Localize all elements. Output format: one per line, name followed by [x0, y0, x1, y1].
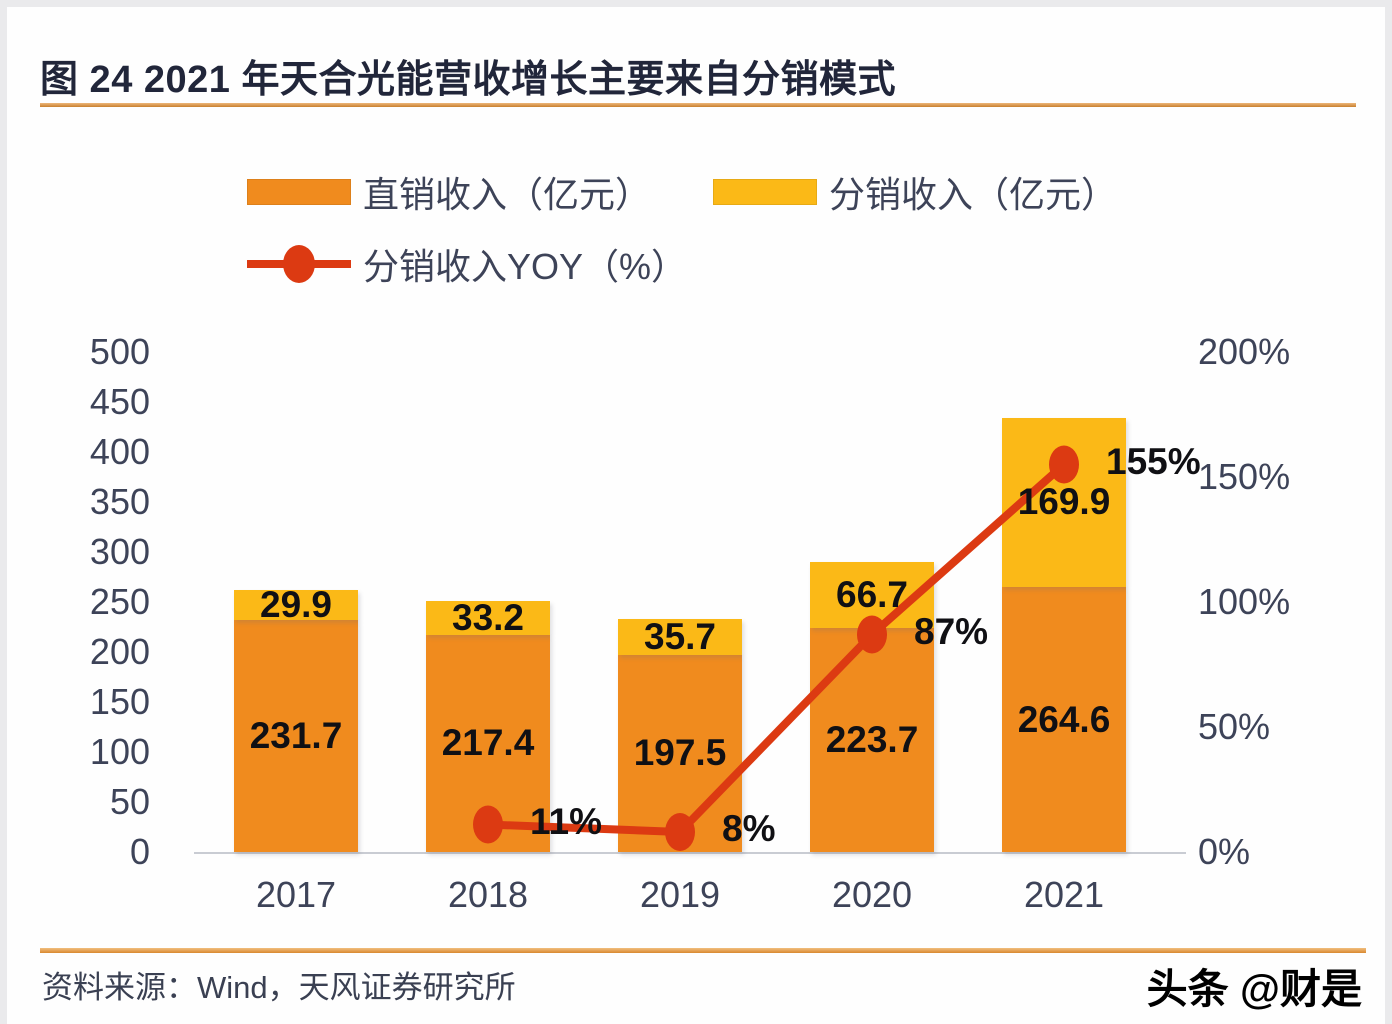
title-underline: [40, 103, 1356, 107]
legend-label-distribution: 分销收入（亿元）: [829, 174, 1118, 215]
year-label: 2018: [447, 874, 529, 915]
source-note: 资料来源：Wind，天风证券研究所: [42, 970, 516, 1005]
distribution-revenue-value-label: 169.9: [1017, 481, 1111, 523]
legend-row-1: 直销收入（亿元） 分销收入（亿元）: [247, 170, 1117, 215]
distribution-revenue-swatch-icon: [713, 179, 818, 205]
yoy-line-chart: [473, 445, 1079, 851]
direct-revenue-bar: [1002, 587, 1126, 852]
yoy-percent-label: 87%: [914, 610, 989, 652]
left-axis-tick: 200: [89, 631, 150, 672]
distribution-revenue-bar: [618, 618, 742, 655]
yoy-percent-label: 8%: [722, 808, 776, 849]
left-axis-tick: 350: [89, 481, 150, 522]
legend-label-yoy: 分销收入YOY（%）: [363, 246, 688, 287]
direct-revenue-value-label: 264.6: [1017, 698, 1111, 740]
watermark-text: 头条 @财是: [1146, 966, 1362, 1012]
yoy-line-swatch-icon: [247, 245, 351, 283]
direct-revenue-swatch-icon: [247, 179, 351, 205]
distribution-revenue-value-label: 29.9: [259, 584, 333, 626]
distribution-revenue-value-label: 66.7: [835, 573, 909, 615]
left-axis-tick: 300: [89, 531, 150, 572]
yoy-data-point: [665, 813, 695, 851]
yoy-data-point: [473, 805, 503, 844]
chart-title: 图 24 2021 年天合光能营收增长主要来自分销模式: [40, 59, 896, 101]
right-axis-tick: 150%: [1198, 456, 1291, 497]
legend-item-direct: 直销收入（亿元）: [247, 166, 651, 218]
page-frame-top: [0, 0, 1392, 7]
year-label: 2019: [639, 874, 721, 915]
page-frame-right: [1385, 0, 1392, 1024]
legend-row-2: 分销收入YOY（%）: [247, 242, 1117, 287]
right-axis-tick: 0%: [1198, 831, 1251, 872]
plot-area: 231.7 29.9 217.4 33.2 197.5 35.7 223.7 66.7 264.…: [194, 340, 1201, 854]
direct-revenue-value-label: 231.7: [249, 715, 343, 757]
chart-legend: 直销收入（亿元） 分销收入（亿元） 分销收入YOY（%）: [247, 170, 1117, 287]
left-axis-tick: 450: [89, 381, 150, 422]
page-frame-left: [0, 0, 7, 1024]
right-axis-tick: 50%: [1198, 706, 1271, 747]
left-axis-tick: 150: [89, 681, 150, 722]
left-axis-tick: 100: [89, 731, 150, 772]
yoy-percent-label: 155%: [1106, 440, 1201, 482]
year-label: 2020: [831, 874, 913, 915]
year-label: 2017: [255, 874, 337, 915]
legend-item-yoy: 分销收入YOY（%）: [247, 238, 687, 290]
right-axis-tick: 100%: [1198, 581, 1291, 622]
distribution-revenue-value-label: 35.7: [643, 615, 717, 657]
yoy-data-point: [857, 615, 887, 654]
direct-revenue-value-label: 217.4: [441, 722, 535, 764]
distribution-revenue-bar: [426, 601, 550, 635]
yoy-percent-label: 11%: [530, 800, 603, 842]
left-axis-tick: 400: [89, 431, 150, 472]
yoy-data-point: [1049, 445, 1079, 484]
footer-separator: [40, 948, 1366, 953]
direct-revenue-bar: [810, 628, 934, 852]
x-axis-line: [194, 852, 1186, 854]
legend-label-direct: 直销收入（亿元）: [363, 174, 652, 215]
direct-revenue-value-label: 223.7: [825, 719, 919, 761]
left-axis-tick: 250: [89, 581, 150, 622]
distribution-revenue-value-label: 33.2: [451, 597, 525, 638]
yoy-line: [484, 460, 1068, 836]
year-label: 2021: [1023, 874, 1105, 915]
right-axis-tick: 200%: [1198, 331, 1291, 372]
direct-revenue-bar: [234, 620, 358, 852]
left-axis-tick: 0: [129, 831, 150, 872]
legend-item-distribution: 分销收入（亿元）: [713, 166, 1117, 218]
distribution-revenue-bar: [234, 590, 358, 621]
direct-revenue-value-label: 197.5: [633, 732, 727, 774]
yoy-marker-icon: [283, 245, 315, 283]
left-axis-tick: 500: [89, 331, 150, 372]
left-axis-tick: 50: [109, 781, 150, 822]
